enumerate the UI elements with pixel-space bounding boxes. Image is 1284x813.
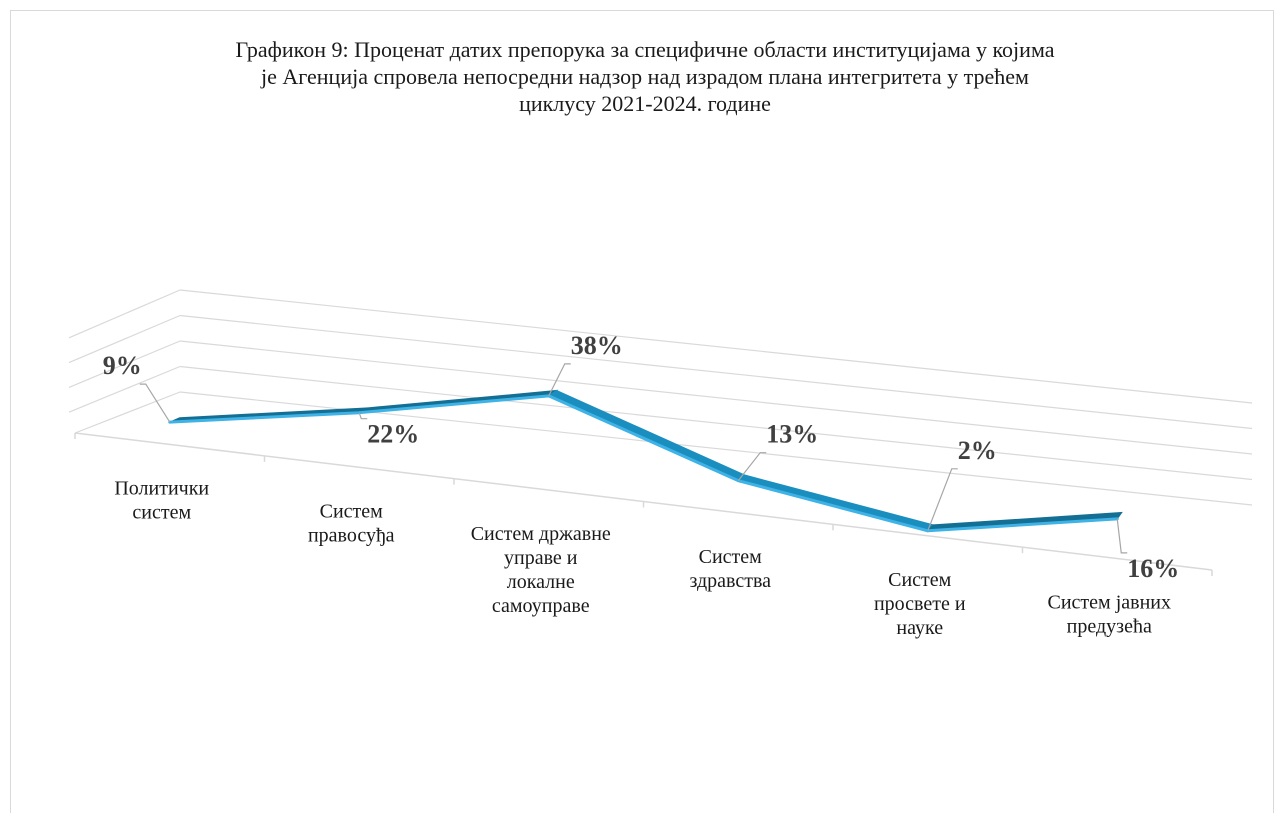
chart-frame: [10, 10, 1274, 813]
gridlines: [68, 289, 1253, 506]
category-label: Систем просвете и науке: [874, 569, 966, 639]
ribbon-segment: [547, 389, 746, 482]
category-axis: [74, 432, 1213, 576]
category-label: Политички систем: [114, 477, 209, 523]
category-label: Систем здравства: [689, 546, 771, 592]
ribbon-series: [168, 389, 1123, 533]
gridline-side: [68, 365, 181, 413]
category-labels: Политички систем Систем правосуђа Систем држ…: [114, 477, 1171, 638]
category-label: Систем државне управе и локалне самоуправе: [471, 523, 611, 617]
leader-line: [927, 468, 958, 532]
data-label: 22%: [367, 420, 419, 449]
gridline-back: [179, 289, 1253, 404]
data-label: 2%: [958, 436, 997, 465]
category-label: Систем правосуђа: [308, 500, 395, 546]
data-label: 16%: [1127, 554, 1179, 583]
data-label: 38%: [571, 331, 623, 360]
category-label: Систем јавних предузећа: [1048, 592, 1171, 638]
data-label: 13%: [766, 420, 818, 449]
ribbon-segment: [737, 474, 935, 532]
label-leaders: [139, 363, 1128, 554]
gridline-back: [179, 314, 1253, 430]
leader-line: [548, 363, 571, 397]
leader-line: [737, 452, 767, 482]
leader-line: [139, 383, 171, 423]
gridline-side: [68, 314, 181, 364]
chart-title: Графикон 9: Проценат датих препорука за …: [235, 37, 1055, 116]
series-line: [169, 394, 1118, 533]
gridline-back: [179, 340, 1253, 455]
gridline-back: [179, 365, 1253, 481]
data-labels: 9% 22% 38% 13% 2% 16%: [103, 331, 1180, 583]
data-label: 9%: [103, 351, 142, 380]
leader-line: [358, 412, 368, 420]
gridline-side: [68, 289, 181, 339]
gridline-side: [74, 391, 181, 434]
leader-line: [1116, 518, 1128, 554]
gridline-side: [68, 340, 181, 388]
